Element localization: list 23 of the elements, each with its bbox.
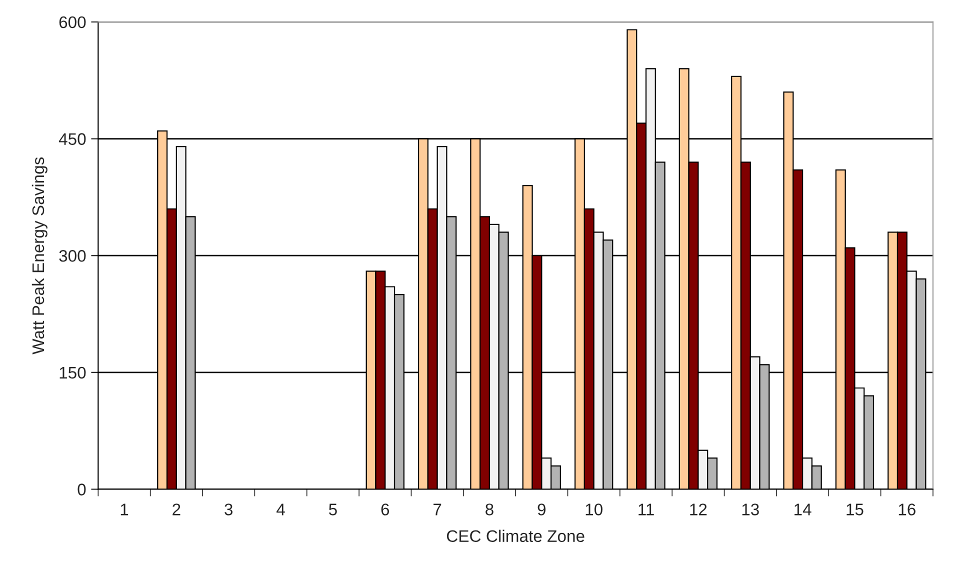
y-tick-label: 600	[59, 16, 86, 28]
x-tick-label: 14	[794, 504, 812, 516]
y-axis-title: Watt Peak Energy Savings	[32, 157, 48, 354]
x-tick-label: 10	[586, 504, 602, 516]
x-tick-label: 11	[638, 504, 654, 516]
x-tick-label: 15	[846, 504, 864, 516]
x-tick-label: 4	[276, 504, 285, 516]
x-tick-label: 13	[742, 504, 759, 516]
x-axis-title: CEC Climate Zone	[446, 530, 584, 542]
x-tick-label: 6	[381, 504, 390, 516]
x-tick-label: 5	[328, 504, 337, 516]
x-tick-label: 12	[690, 504, 707, 516]
y-tick-label: 0	[78, 484, 86, 496]
y-tick-label: 450	[58, 133, 86, 145]
x-tick-label: 16	[898, 504, 916, 516]
x-tick-label: 9	[538, 504, 546, 516]
x-tick-label: 3	[224, 504, 233, 516]
x-tick-label: 8	[486, 504, 494, 516]
x-tick-label: 7	[434, 504, 442, 516]
x-tick-label: 2	[172, 504, 180, 516]
y-tick-label: 300	[59, 250, 86, 262]
y-tick-label: 150	[60, 366, 86, 379]
x-tick-label: 1	[120, 504, 128, 516]
